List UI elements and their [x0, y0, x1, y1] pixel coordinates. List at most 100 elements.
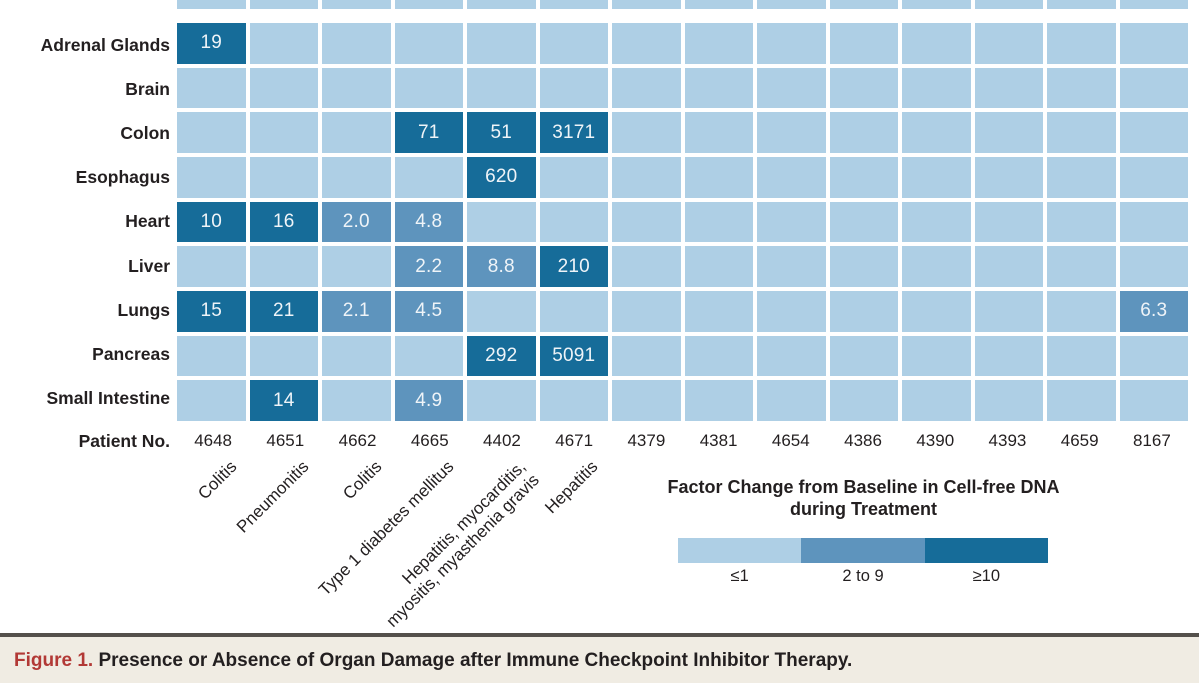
heatmap-cell [1047, 23, 1116, 64]
patient-number: 4648 [194, 431, 233, 450]
cell-value: 4.8 [415, 210, 443, 232]
heatmap-cell [322, 380, 391, 421]
heatmap-cell [757, 246, 826, 287]
heatmap-cell [1047, 380, 1116, 421]
cropped-cell [467, 0, 536, 9]
cell-value: 6.3 [1140, 300, 1168, 322]
heatmap-cell [177, 380, 246, 421]
heatmap-cell [1119, 67, 1188, 109]
heatmap-cell [612, 335, 681, 377]
cell-value: 10 [200, 210, 223, 232]
organ-row-label: Small Intestine [46, 388, 170, 409]
heatmap-cell [177, 157, 246, 198]
patient-number: 4665 [410, 431, 449, 450]
patient-number: 4402 [483, 431, 521, 450]
heatmap-cell [467, 67, 536, 109]
heatmap-cell [612, 246, 681, 287]
legend-bin-label: ≤1 [730, 567, 749, 585]
organ-row-label: Pancreas [92, 344, 170, 365]
cell-value: 2.2 [415, 255, 443, 277]
cropped-cell [829, 0, 898, 9]
heatmap-cell: 10 [177, 201, 246, 243]
cropped-cell [249, 0, 318, 9]
heatmap-cell: 620 [467, 157, 536, 198]
heatmap-cell [394, 23, 463, 64]
heatmap-cell [974, 201, 1043, 243]
heatmap-cell [757, 67, 826, 109]
heatmap-cell [1119, 380, 1188, 421]
heatmap-cell: 16 [249, 201, 318, 243]
cell-value: 3171 [552, 121, 596, 143]
heatmap-cell [829, 246, 898, 287]
heatmap-cell [684, 201, 753, 243]
heatmap-cell [974, 67, 1043, 109]
cropped-cell [1119, 0, 1188, 9]
heatmap-cell [829, 335, 898, 377]
cell-value: 15 [200, 300, 223, 322]
heatmap-cell [467, 380, 536, 421]
heatmap-cell [829, 380, 898, 421]
cropped-top-row [177, 0, 1188, 9]
organ-row-label: Lungs [117, 299, 171, 320]
heatmap-cell [974, 23, 1043, 64]
cropped-cell [612, 0, 681, 9]
heatmap-cell [539, 157, 608, 198]
heatmap-cell: 5091 [539, 335, 608, 377]
heatmap-cell [612, 291, 681, 332]
caption-divider-rule [0, 633, 1199, 637]
cell-value: 210 [557, 255, 590, 277]
heatmap-cell: 4.5 [394, 291, 463, 332]
heatmap-cell [757, 23, 826, 64]
figure-number-label: Figure 1. [14, 650, 94, 671]
heatmap-cell [322, 112, 391, 153]
heatmap-cell: 2.0 [322, 201, 391, 243]
organ-row-labels: Adrenal Glands Brain Colon Esophagus Heart Li… [0, 23, 170, 421]
cropped-cell [322, 0, 391, 9]
cell-value: 5091 [552, 344, 596, 366]
legend-swatch-high [924, 538, 1048, 563]
heatmap-cell [902, 246, 971, 287]
organ-row-label: Adrenal Glands [40, 34, 170, 55]
heatmap-cell [612, 112, 681, 153]
heatmap-cell [467, 201, 536, 243]
heatmap-cell [1047, 335, 1116, 377]
heatmap-cell: 21 [249, 291, 318, 332]
heatmap-cell [902, 201, 971, 243]
heatmap-grid: 19 71 51 3171 620 10 16 2.0 4.8 2.2 8.8 210 15 21 2.1 4… [177, 23, 1188, 421]
heatmap-cell [249, 335, 318, 377]
cell-value: 14 [272, 389, 295, 411]
heatmap-cell [394, 157, 463, 198]
heatmap-cell: 14 [249, 380, 318, 421]
heatmap-cell: 71 [394, 112, 463, 153]
heatmap-cell [539, 201, 608, 243]
heatmap-cell [539, 380, 608, 421]
heatmap-cell [902, 157, 971, 198]
heatmap-cell: 2.1 [322, 291, 391, 332]
caption-background [0, 637, 1199, 683]
heatmap-cell [249, 23, 318, 64]
cell-value: 51 [490, 121, 513, 143]
heatmap-cell [322, 23, 391, 64]
cell-value: 2.0 [342, 210, 370, 232]
cell-value: 4.9 [415, 389, 443, 411]
legend-title-line2: during Treatment [789, 499, 937, 519]
heatmap-cell [684, 23, 753, 64]
heatmap-cell [902, 335, 971, 377]
heatmap-cell [612, 201, 681, 243]
heatmap-cell: 2.2 [394, 246, 463, 287]
legend-title: Factor Change from Baseline in Cell-free… [620, 476, 1107, 520]
heatmap-cell [974, 291, 1043, 332]
heatmap-cell [829, 157, 898, 198]
heatmap-cell [1119, 23, 1188, 64]
cell-value: 8.8 [487, 255, 515, 277]
heatmap-cell: 15 [177, 291, 246, 332]
cell-value: 292 [485, 344, 518, 366]
legend-bin-label: 2 to 9 [842, 567, 884, 585]
heatmap-cell [249, 112, 318, 153]
heatmap-cell [249, 157, 318, 198]
heatmap-cell [974, 246, 1043, 287]
patient-number: 4671 [555, 431, 594, 450]
heatmap-cell [902, 23, 971, 64]
heatmap-cell [902, 380, 971, 421]
patient-number: 4379 [627, 431, 666, 450]
